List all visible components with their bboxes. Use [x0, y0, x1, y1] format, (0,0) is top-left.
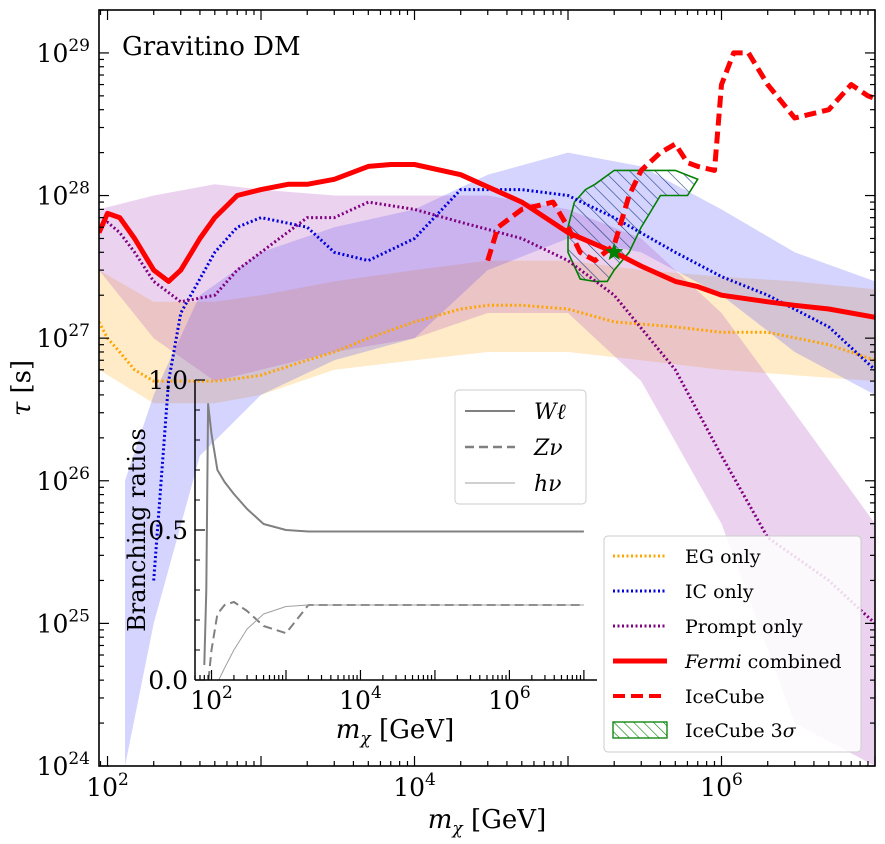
inset-y-axis-label: Branching ratios	[123, 428, 151, 632]
band-1	[125, 152, 875, 766]
inset-series-line-0	[203, 403, 584, 666]
band-0	[99, 260, 875, 404]
band-2	[99, 184, 875, 766]
legend-eg-label: EG only	[685, 546, 761, 568]
y-tick-label: 1027	[37, 321, 90, 353]
inset-legend-h-label: hν	[534, 472, 562, 497]
inset-legend-box	[454, 389, 587, 505]
y-tick-label: 1029	[37, 36, 90, 68]
main-bands	[99, 152, 875, 766]
inset-x-tick-label: 104	[339, 683, 382, 715]
inset-legend: Wℓ Zν hν	[454, 389, 587, 505]
main-plot-frame	[98, 9, 876, 767]
y-tick-label: 1024	[37, 749, 90, 781]
legend-fermi-label: Fermi combined	[684, 651, 842, 673]
y-tick-label: 1028	[37, 179, 90, 211]
inset-x-tick-label: 106	[488, 683, 531, 715]
y-tick-label: 1025	[37, 606, 90, 638]
best-fit-star	[605, 242, 624, 261]
main-series	[99, 50, 875, 625]
main-y-tick-labels: 1024 1025 1026 1027 1028 1029	[37, 36, 90, 781]
x-tick-label: 106	[700, 770, 743, 802]
inset-x-tick-labels: 102 104 106	[190, 683, 531, 715]
legend-icecube3-label: IceCube 3σ	[685, 720, 797, 742]
inset-x-axis-label: mχ [GeV]	[336, 715, 454, 749]
legend-icecube3-swatch	[612, 721, 668, 739]
main-legend: EG only IC only Prompt only Fermi combin…	[603, 535, 862, 753]
inset-legend-w-label: Wℓ	[534, 400, 567, 425]
inset-series-line-2	[218, 604, 584, 680]
inset-y-tick-labels: 0.0 0.5 1.0	[148, 366, 188, 695]
y-axis-label: τ [s]	[7, 360, 37, 416]
series-line-0	[99, 303, 875, 383]
main-ticks	[99, 9, 876, 767]
x-tick-label: 102	[86, 770, 129, 802]
legend-icecube-label: IceCube	[685, 686, 765, 708]
icecube-3sigma-region	[567, 169, 699, 283]
x-axis-label: mχ [GeV]	[428, 805, 546, 839]
series-line-3	[99, 162, 875, 320]
inset-legend-z-label: Zν	[533, 436, 563, 461]
inset-series	[203, 403, 584, 680]
main-region	[567, 169, 699, 283]
inset-y-tick-label: 1.0	[148, 366, 188, 395]
x-tick-label: 104	[393, 770, 436, 802]
legend-box	[603, 535, 862, 753]
legend-prompt-label: Prompt only	[685, 616, 803, 638]
inset-y-tick-label: 0.5	[148, 516, 188, 545]
chart-title: Gravitino DM	[122, 32, 301, 62]
legend-ic-label: IC only	[685, 581, 754, 603]
y-tick-label: 1026	[37, 464, 90, 496]
main-x-tick-labels: 102 104 106	[86, 770, 743, 802]
series-line-1	[152, 188, 875, 581]
inset-x-tick-label: 102	[190, 683, 233, 715]
inset-y-tick-label: 0.0	[148, 666, 188, 695]
series-line-4	[485, 50, 875, 264]
series-line-2	[99, 200, 875, 625]
